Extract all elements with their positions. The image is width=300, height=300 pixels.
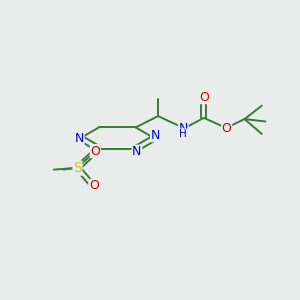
- Text: O: O: [90, 145, 100, 158]
- Text: S: S: [73, 161, 82, 175]
- Text: N: N: [75, 132, 84, 145]
- Text: N: N: [151, 129, 160, 142]
- Text: O: O: [222, 122, 232, 135]
- Text: O: O: [199, 91, 209, 103]
- Text: N: N: [132, 145, 142, 158]
- Text: N: N: [178, 122, 188, 135]
- Text: O: O: [89, 179, 99, 193]
- Text: H: H: [179, 129, 187, 139]
